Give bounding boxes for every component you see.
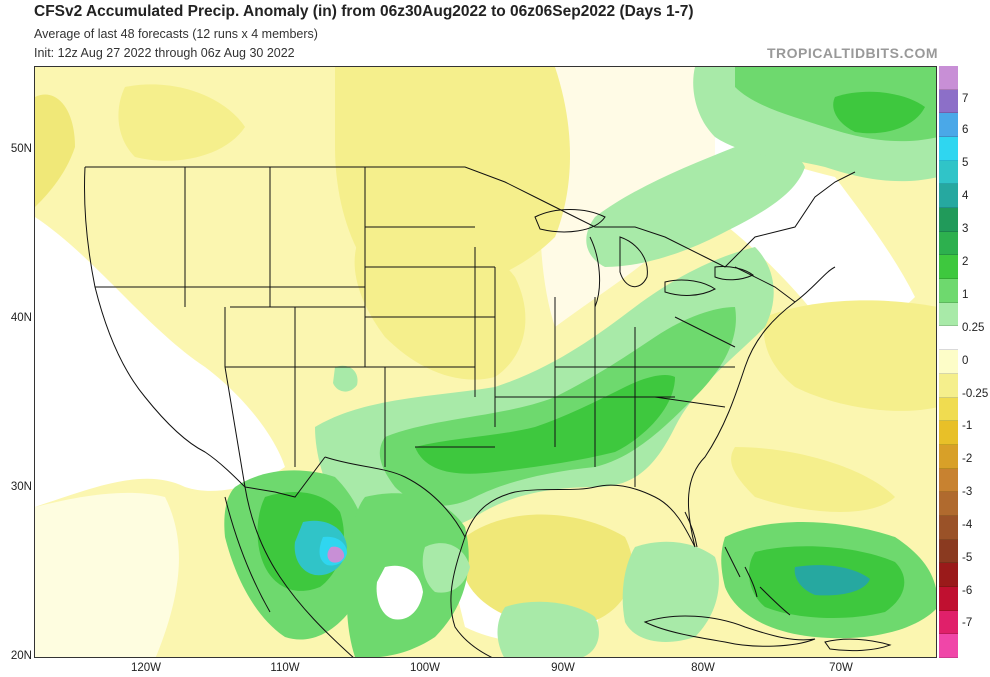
lat-tick-label: 40N — [10, 312, 32, 324]
lon-tick-label: 70W — [829, 662, 853, 674]
header: CFSv2 Accumulated Precip. Anomaly (in) f… — [34, 0, 964, 66]
colorbar-tick-label: 2 — [962, 256, 969, 268]
colorbar-swatch — [939, 302, 958, 327]
init-time-note: Init: 12z Aug 27 2022 through 06z Aug 30… — [34, 46, 295, 60]
colorbar-swatch — [939, 208, 958, 232]
colorbar-swatch — [939, 444, 958, 469]
colorbar-swatch — [939, 279, 958, 303]
colorbar-tick-label: -3 — [962, 486, 973, 498]
colorbar-swatch — [939, 586, 958, 611]
colorbar-swatch — [939, 492, 958, 516]
colorbar — [939, 66, 958, 658]
lat-tick-label: 50N — [10, 143, 32, 155]
colorbar-tick-label: -0.25 — [962, 388, 989, 400]
colorbar-tick-label: -2 — [962, 453, 973, 465]
colorbar-tick-label: 7 — [962, 93, 969, 105]
colorbar-swatch — [939, 515, 958, 540]
colorbar-swatch — [939, 66, 958, 90]
lat-tick-label: 30N — [10, 481, 32, 493]
lon-tick-label: 80W — [691, 662, 715, 674]
colorbar-tick-label: 4 — [962, 190, 969, 202]
colorbar-tick-label: -7 — [962, 617, 973, 629]
lon-tick-label: 100W — [409, 662, 441, 674]
colorbar-tick-label: -1 — [962, 420, 973, 432]
colorbar-tick-label: -6 — [962, 585, 973, 597]
forecast-ensemble-note: Average of last 48 forecasts (12 runs x … — [34, 27, 318, 41]
colorbar-tick-label: -5 — [962, 552, 973, 564]
colorbar-swatch — [939, 634, 958, 658]
colorbar-tick-label: 0 — [962, 355, 969, 367]
colorbar-tick-label: 6 — [962, 124, 969, 136]
precip-anomaly-map — [34, 66, 937, 658]
colorbar-tick-label: -4 — [962, 519, 973, 531]
colorbar-tick-label: 0.25 — [962, 322, 985, 334]
colorbar-tick-label: 1 — [962, 289, 969, 301]
colorbar-swatch — [939, 326, 958, 351]
lon-tick-label: 110W — [270, 662, 300, 674]
colorbar-swatch — [939, 397, 958, 422]
colorbar-tick-label: 3 — [962, 223, 969, 235]
colorbar-swatch — [939, 113, 958, 138]
colorbar-swatch — [939, 231, 958, 256]
colorbar-swatch — [939, 539, 958, 564]
lon-tick-label: 90W — [551, 662, 575, 674]
colorbar-swatch — [939, 350, 958, 374]
lon-tick-label: 120W — [130, 662, 162, 674]
colorbar-swatch — [939, 160, 958, 185]
map-title: CFSv2 Accumulated Precip. Anomaly (in) f… — [34, 3, 694, 20]
colorbar-swatch — [939, 563, 958, 587]
colorbar-swatch — [939, 89, 958, 114]
lat-tick-label: 20N — [10, 650, 32, 662]
colorbar-swatch — [939, 421, 958, 445]
colorbar-swatch — [939, 137, 958, 161]
colorbar-tick-label: 5 — [962, 157, 969, 169]
colorbar-swatch — [939, 184, 958, 209]
site-watermark: TROPICALTIDBITS.COM — [766, 45, 938, 61]
colorbar-swatch — [939, 373, 958, 398]
colorbar-swatch — [939, 610, 958, 635]
colorbar-swatch — [939, 468, 958, 493]
colorbar-swatch — [939, 255, 958, 280]
